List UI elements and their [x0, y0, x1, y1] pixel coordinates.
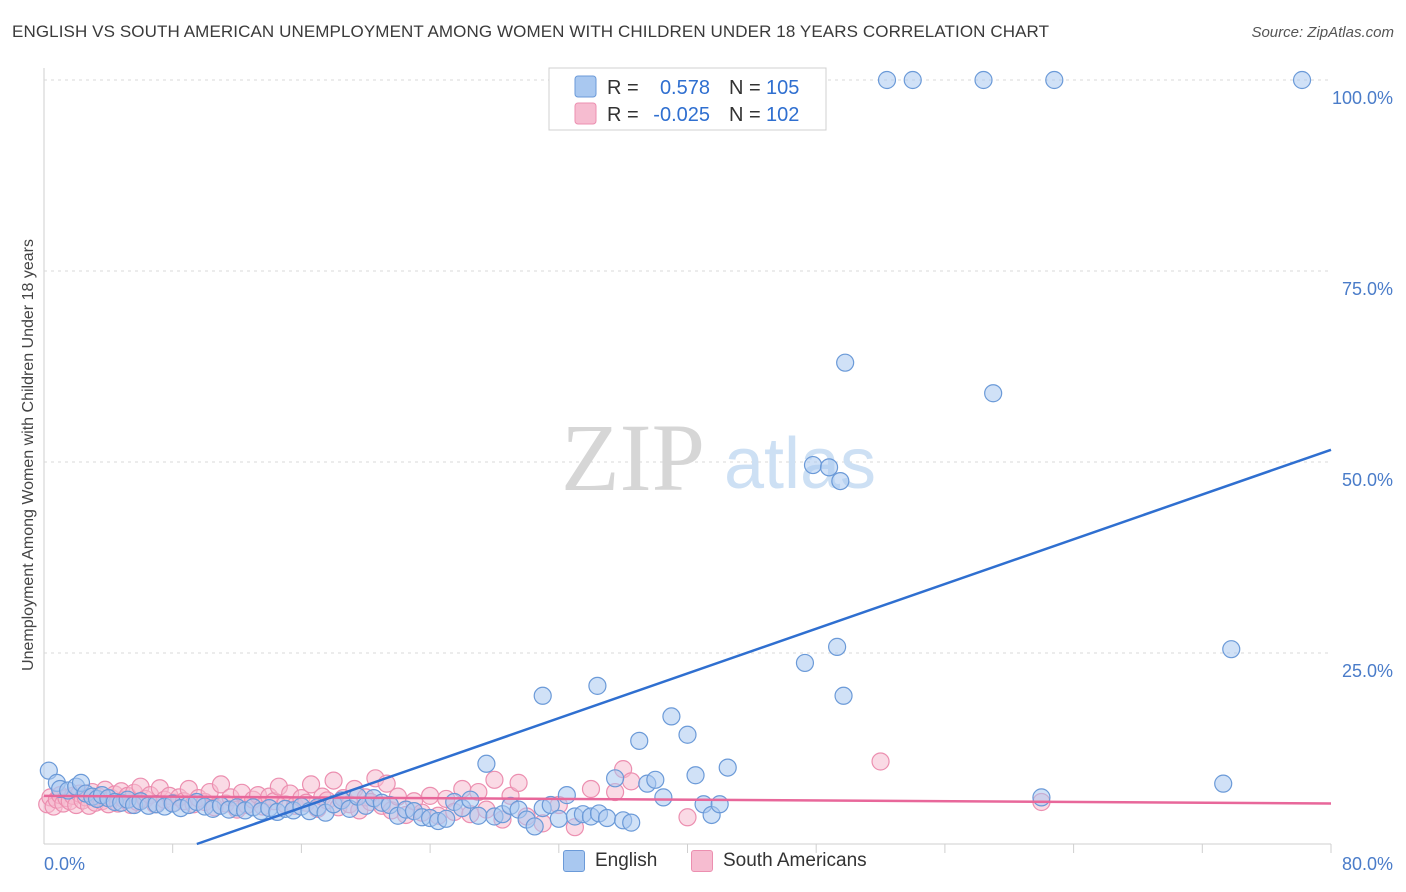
english-point — [662, 707, 681, 726]
south-americans-point — [678, 808, 697, 827]
bottom-legend-south: South Americans — [691, 850, 867, 872]
english-point — [1222, 640, 1241, 659]
bottom-legend-south-swatch — [691, 850, 713, 872]
legend-swatch-south — [574, 102, 597, 125]
english-point — [533, 686, 552, 705]
english-point — [469, 806, 488, 825]
english-point — [803, 455, 823, 475]
english-point — [828, 637, 847, 656]
english-point — [549, 809, 568, 828]
watermark: ZIP atlas — [561, 404, 876, 511]
watermark-atlas: atlas — [724, 424, 876, 504]
bottom-legend-south-label: South Americans — [723, 850, 867, 871]
english-point — [437, 809, 456, 828]
english-point — [646, 770, 665, 789]
english-point — [834, 686, 853, 705]
bottom-legend-english: English — [563, 850, 657, 872]
legend-n-label-english: N = — [729, 77, 761, 99]
english-point — [877, 70, 897, 90]
english-point — [984, 384, 1003, 403]
english-points — [39, 70, 1312, 836]
legend-r-value-south: -0.025 — [653, 104, 710, 126]
english-point — [477, 754, 496, 773]
x-tick-max: 80.0% — [1342, 854, 1393, 874]
source-label: Source: ZipAtlas.com — [1251, 24, 1394, 41]
south-americans-point — [871, 752, 890, 771]
english-point — [557, 786, 576, 805]
south-americans-point — [581, 779, 601, 799]
bottom-legend-english-label: English — [595, 850, 658, 871]
y-tick-label: 50.0% — [1342, 470, 1393, 490]
legend-n-value-english: 105 — [766, 77, 799, 99]
english-point — [622, 813, 641, 832]
english-point — [588, 676, 607, 695]
english-point — [831, 472, 850, 491]
english-point — [710, 795, 729, 814]
south-americans-point — [485, 770, 504, 789]
english-point — [597, 808, 617, 828]
legend-r-value-english: 0.578 — [660, 77, 710, 99]
legend-swatch-english — [574, 75, 597, 98]
english-point — [819, 458, 839, 477]
english-point — [718, 758, 737, 777]
english-point — [654, 788, 673, 807]
english-point — [461, 790, 480, 809]
bottom-legend-english-swatch — [563, 850, 585, 872]
watermark-zip: ZIP — [561, 404, 705, 511]
english-point — [1214, 774, 1233, 793]
legend-r-label-english: R = — [607, 77, 639, 99]
legend-n-label-south: N = — [729, 104, 761, 126]
x-tick-labels: 0.0% 80.0% — [44, 854, 1393, 874]
x-tick-min: 0.0% — [44, 854, 85, 874]
english-point — [678, 725, 697, 744]
south-americans-points — [38, 752, 1051, 837]
legend-r-label-south: R = — [607, 104, 639, 126]
south-americans-point — [301, 775, 321, 794]
grid-lines — [43, 68, 1332, 853]
south-americans-point — [622, 772, 641, 791]
english-point — [525, 817, 544, 836]
south-americans-point — [509, 773, 528, 792]
chart-title: ENGLISH VS SOUTH AMERICAN UNEMPLOYMENT A… — [12, 22, 1050, 41]
english-point — [1032, 788, 1051, 807]
english-trend-line — [196, 448, 1332, 846]
english-point — [541, 795, 560, 815]
y-tick-label: 75.0% — [1342, 279, 1393, 299]
english-point — [836, 353, 855, 372]
y-tick-labels: 25.0% 50.0% 75.0% 100.0% — [1332, 88, 1393, 681]
south-americans-trend-line — [43, 794, 1332, 805]
south-americans-point — [324, 771, 343, 790]
english-point — [606, 769, 625, 788]
english-point — [1292, 70, 1312, 90]
english-point — [795, 653, 815, 673]
english-point — [686, 766, 705, 785]
south-americans-point — [421, 786, 440, 805]
english-point — [1045, 70, 1064, 90]
legend-n-value-south: 102 — [766, 104, 799, 126]
south-americans-point — [211, 775, 231, 794]
english-point — [974, 70, 993, 90]
english-point — [630, 731, 649, 750]
correlation-legend: R = 0.578 N = 105 R = -0.025 N = 102 — [548, 67, 827, 131]
y-tick-label: 25.0% — [1342, 661, 1393, 681]
y-tick-label: 100.0% — [1332, 88, 1393, 108]
trend-lines — [43, 448, 1332, 846]
english-point — [903, 70, 922, 90]
